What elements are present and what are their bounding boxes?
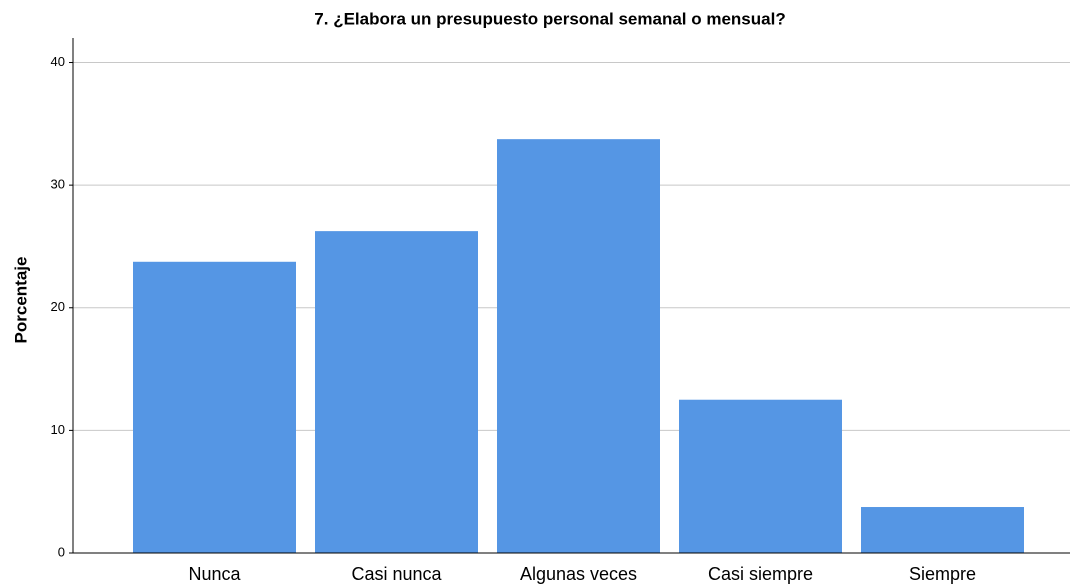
x-tick-label: Nunca [188,564,241,584]
x-tick-label: Casi nunca [351,564,442,584]
chart-title: 7. ¿Elabora un presupuesto personal sema… [314,9,785,28]
x-tick-label: Casi siempre [708,564,813,584]
bar [497,139,660,554]
y-tick-label: 20 [51,299,65,314]
bar [861,507,1024,553]
bar [133,261,296,553]
y-tick-label: 40 [51,54,65,69]
x-tick-label: Algunas veces [520,564,637,584]
y-axis-label: Porcentaje [11,257,30,344]
bar [315,231,478,553]
y-tick-label: 30 [51,177,65,192]
y-tick-label: 10 [51,422,65,437]
bar [679,399,842,553]
x-tick-label: Siempre [909,564,976,584]
y-tick-label: 0 [58,544,65,559]
